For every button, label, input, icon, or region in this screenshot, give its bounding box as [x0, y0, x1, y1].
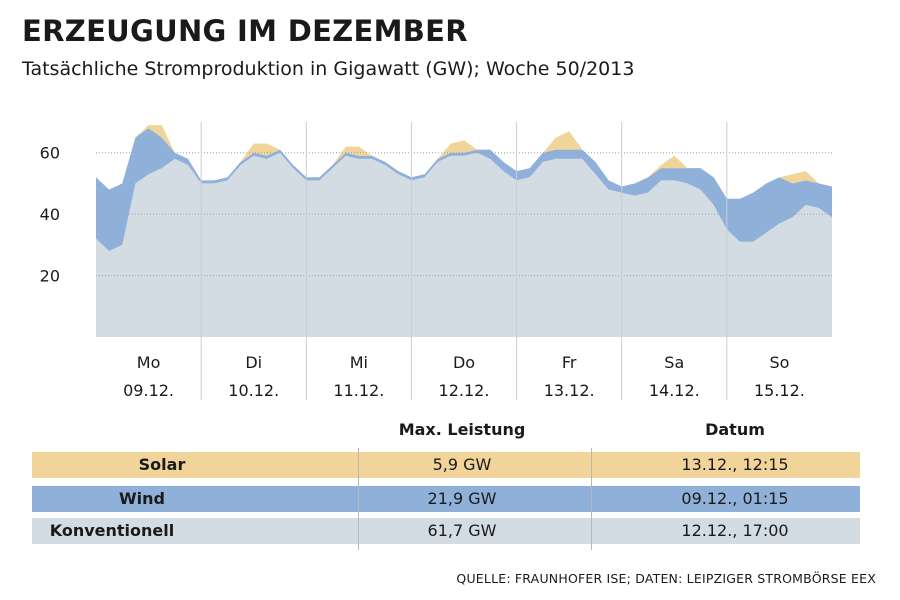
x-tick-date-do: 12.12.	[439, 381, 490, 400]
x-tick-weekday-mo: Mo	[137, 353, 161, 372]
series-area-konventionell	[96, 152, 832, 337]
x-tick-date-fr: 13.12.	[544, 381, 595, 400]
x-tick-weekday-mi: Mi	[350, 353, 368, 372]
row-max-solar: 5,9 GW	[432, 455, 492, 474]
row-date-konventionell: 12.12., 17:00	[681, 521, 789, 540]
chart-subtitle: Tatsächliche Stromproduktion in Gigawatt…	[22, 58, 635, 80]
table-header-date: Datum	[705, 420, 765, 439]
x-tick-weekday-di: Di	[245, 353, 262, 372]
y-tick-label-20: 20	[40, 267, 60, 286]
row-label-wind: Wind	[119, 489, 165, 508]
row-max-konventionell: 61,7 GW	[427, 521, 497, 540]
row-max-wind: 21,9 GW	[427, 489, 497, 508]
source-note: QUELLE: FRAUNHOFER ISE; DATEN: LEIPZIGER…	[456, 571, 876, 586]
x-tick-weekday-so: So	[769, 353, 789, 372]
row-label-solar: Solar	[138, 455, 186, 474]
x-tick-weekday-do: Do	[453, 353, 475, 372]
x-tick-weekday-sa: Sa	[664, 353, 684, 372]
row-date-wind: 09.12., 01:15	[681, 489, 789, 508]
table-header-max: Max. Leistung	[398, 420, 526, 439]
chart-title: ERZEUGUNG IM DEZEMBER	[22, 14, 468, 48]
table-row-solar: Solar 5,9 GW 13.12., 12:15	[32, 452, 860, 478]
y-tick-label-60: 60	[40, 144, 60, 163]
x-tick-date-mo: 09.12.	[123, 381, 174, 400]
production-area-chart: 20 40 60 Mo 09.12. Di 10.12. Mi 11.12. Do 12.12. Fr…	[40, 122, 832, 400]
x-tick-date-mi: 11.12.	[333, 381, 384, 400]
table-row-wind: Wind 21,9 GW 09.12., 01:15	[32, 486, 860, 512]
x-tick-date-so: 15.12.	[754, 381, 805, 400]
table-divider-2	[591, 448, 592, 550]
y-tick-label-40: 40	[40, 205, 60, 224]
table-row-konventionell: Konventionell 61,7 GW 12.12., 17:00	[32, 518, 860, 544]
x-tick-date-di: 10.12.	[228, 381, 279, 400]
table-divider-1	[358, 448, 359, 550]
x-tick-weekday-fr: Fr	[562, 353, 577, 372]
x-tick-date-sa: 14.12.	[649, 381, 700, 400]
row-date-solar: 13.12., 12:15	[681, 455, 789, 474]
row-label-konventionell: Konventionell	[49, 521, 175, 540]
